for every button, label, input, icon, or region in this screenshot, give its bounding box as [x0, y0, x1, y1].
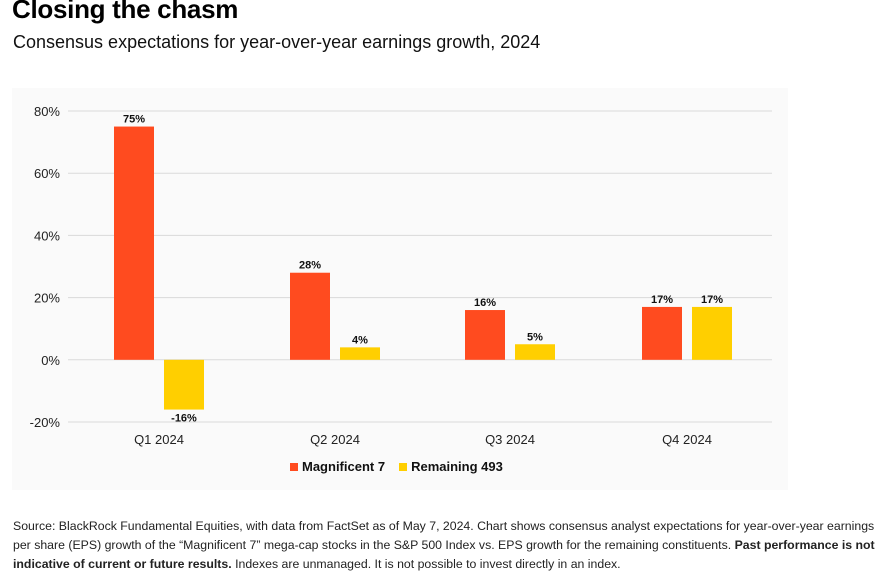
x-tick-label: Q3 2024: [485, 432, 535, 447]
legend-label-magnificent-7: Magnificent 7: [302, 459, 386, 474]
data-label: -16%: [171, 413, 197, 425]
chart-legend: Magnificent 7 Remaining 493: [290, 459, 517, 474]
bar-magnificent-7-q3-2024: [465, 310, 505, 360]
y-tick-label: 80%: [34, 104, 60, 119]
x-tick-label: Q2 2024: [310, 432, 360, 447]
data-label: 17%: [651, 294, 673, 306]
data-label: 75%: [123, 114, 145, 126]
performance-disclaimer: Past performance is not indicative of cu…: [13, 538, 875, 571]
legend-item-remaining-493: Remaining 493: [399, 459, 503, 474]
bar-magnificent-7-q2-2024: [290, 272, 330, 360]
bar-remaining-493-q3-2024: [515, 344, 555, 360]
y-tick-label: 40%: [34, 228, 60, 243]
bar-remaining-493-q2-2024: [340, 347, 380, 360]
chart-subtitle: Consensus expectations for year-over-yea…: [13, 32, 541, 52]
data-label: 17%: [701, 294, 723, 306]
data-label: 5%: [527, 331, 543, 343]
y-tick-label: 20%: [34, 291, 60, 306]
data-label: 16%: [474, 297, 496, 309]
bar-remaining-493-q4-2024: [692, 306, 732, 360]
source-note: Source: BlackRock Fundamental Equities, …: [13, 517, 883, 574]
legend-item-magnificent-7: Magnificent 7: [290, 459, 385, 474]
data-label: 28%: [299, 260, 321, 272]
x-tick-label: Q1 2024: [134, 432, 184, 447]
bar-remaining-493-q1-2024: [164, 359, 204, 410]
y-tick-label: -20%: [30, 415, 61, 430]
y-tick-label: 0%: [41, 353, 60, 368]
bar-magnificent-7-q1-2024: [114, 126, 154, 360]
bar-magnificent-7-q4-2024: [642, 306, 682, 360]
chart-title: Closing the chasm: [12, 0, 239, 24]
source-text: Source: BlackRock Fundamental Equities, …: [13, 519, 875, 552]
x-tick-label: Q4 2024: [662, 432, 712, 447]
y-tick-label: 60%: [34, 166, 60, 181]
legend-label-remaining-493: Remaining 493: [411, 459, 503, 474]
legend-swatch-remaining-493: [399, 462, 408, 471]
earnings-growth-bar-chart: 80% 60% 40% 20% 0% -20% 75% -16% Q1 2024 28% 4% Q2 …: [30, 104, 772, 447]
index-disclaimer: Indexes are unmanaged. It is not possibl…: [231, 557, 621, 571]
legend-swatch-magnificent-7: [290, 462, 298, 471]
data-label: 4%: [352, 334, 368, 346]
